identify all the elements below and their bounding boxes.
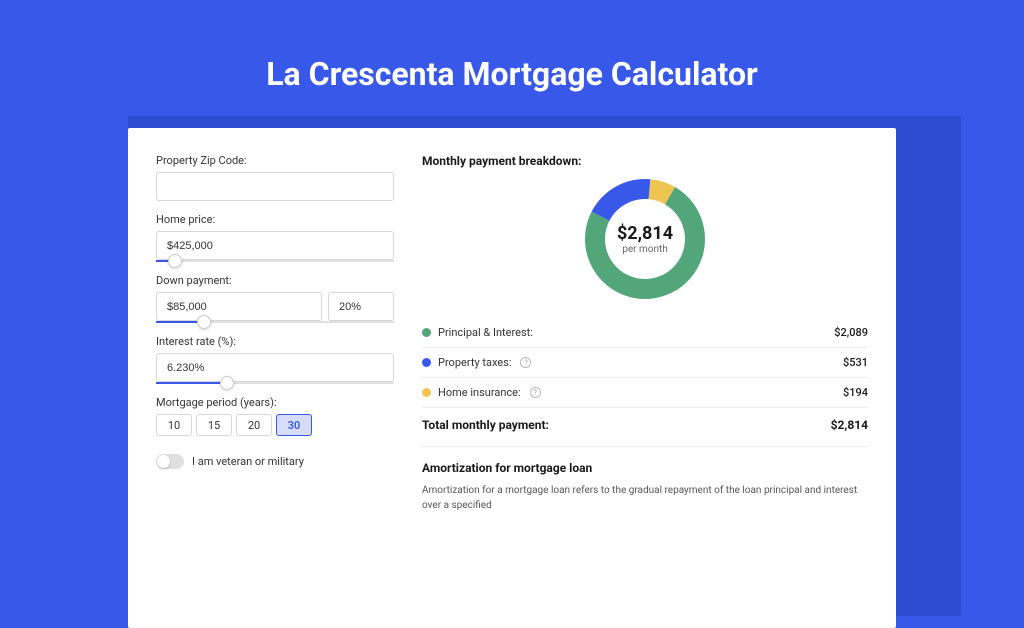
- legend-row: Home insurance:? $194: [422, 378, 868, 407]
- interest-input[interactable]: [156, 353, 394, 382]
- slider-thumb[interactable]: [168, 254, 182, 268]
- legend-value: $194: [843, 386, 868, 399]
- total-label: Total monthly payment:: [422, 418, 549, 432]
- down-payment-pct-input[interactable]: [328, 292, 394, 321]
- period-button-20[interactable]: 20: [236, 414, 272, 436]
- breakdown-title: Monthly payment breakdown:: [422, 154, 868, 168]
- total-row: Total monthly payment: $2,814: [422, 407, 868, 446]
- legend-label: Property taxes:: [438, 356, 511, 369]
- veteran-label: I am veteran or military: [192, 455, 304, 468]
- period-label: Mortgage period (years):: [156, 396, 394, 409]
- down-payment-input[interactable]: [156, 292, 322, 321]
- legend-value: $2,089: [834, 326, 868, 339]
- veteran-toggle[interactable]: [156, 454, 184, 469]
- page-title: La Crescenta Mortgage Calculator: [0, 0, 1024, 117]
- legend: Principal & Interest: $2,089 Property taxe…: [422, 318, 868, 407]
- legend-dot: [422, 358, 431, 367]
- donut-segment: [592, 179, 651, 221]
- period-button-30[interactable]: 30: [276, 414, 312, 436]
- amortization-text: Amortization for a mortgage loan refers …: [422, 483, 868, 513]
- legend-row: Property taxes:? $531: [422, 348, 868, 378]
- period-options: 10152030: [156, 414, 394, 436]
- info-icon[interactable]: ?: [520, 357, 531, 368]
- down-payment-label: Down payment:: [156, 274, 394, 287]
- home-price-slider[interactable]: [156, 260, 394, 262]
- legend-dot: [422, 388, 431, 397]
- donut-chart: $2,814 per month: [422, 174, 868, 304]
- legend-label: Home insurance:: [438, 386, 521, 399]
- home-price-input[interactable]: [156, 231, 394, 260]
- legend-row: Principal & Interest: $2,089: [422, 318, 868, 348]
- calculator-card: Property Zip Code: Home price: Down paym…: [128, 128, 896, 628]
- breakdown-column: Monthly payment breakdown: $2,814 per mo…: [422, 154, 868, 602]
- donut-amount: $2,814: [617, 223, 673, 244]
- amortization-title: Amortization for mortgage loan: [422, 461, 868, 475]
- amortization-section: Amortization for mortgage loan Amortizat…: [422, 446, 868, 513]
- total-value: $2,814: [831, 418, 868, 432]
- interest-slider[interactable]: [156, 382, 394, 384]
- info-icon[interactable]: ?: [530, 387, 541, 398]
- toggle-knob: [157, 455, 170, 468]
- donut-sublabel: per month: [622, 244, 668, 255]
- period-button-10[interactable]: 10: [156, 414, 192, 436]
- slider-thumb[interactable]: [220, 376, 234, 390]
- legend-value: $531: [843, 356, 868, 369]
- interest-label: Interest rate (%):: [156, 335, 394, 348]
- zip-input[interactable]: [156, 172, 394, 201]
- form-column: Property Zip Code: Home price: Down paym…: [156, 154, 394, 602]
- slider-fill: [156, 382, 227, 384]
- period-button-15[interactable]: 15: [196, 414, 232, 436]
- zip-label: Property Zip Code:: [156, 154, 394, 167]
- slider-thumb[interactable]: [197, 315, 211, 329]
- legend-label: Principal & Interest:: [438, 326, 533, 339]
- legend-dot: [422, 328, 431, 337]
- home-price-label: Home price:: [156, 213, 394, 226]
- down-payment-slider[interactable]: [156, 321, 394, 323]
